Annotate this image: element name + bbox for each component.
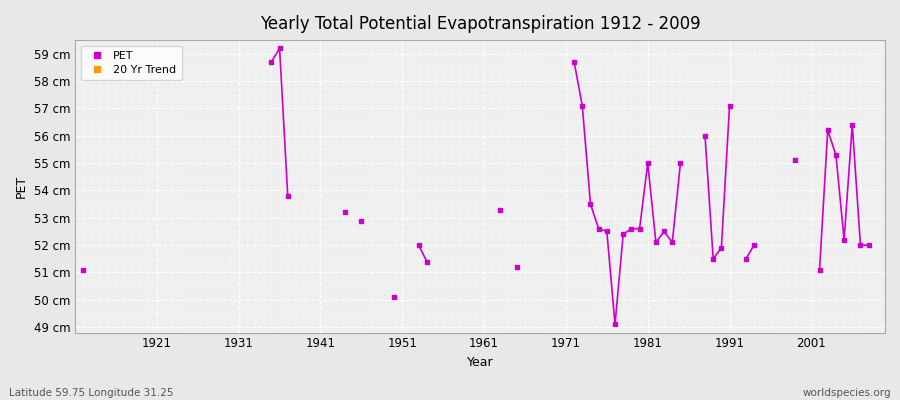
Text: worldspecies.org: worldspecies.org (803, 388, 891, 398)
X-axis label: Year: Year (467, 356, 493, 369)
Title: Yearly Total Potential Evapotranspiration 1912 - 2009: Yearly Total Potential Evapotranspiratio… (260, 15, 700, 33)
Y-axis label: PET: PET (15, 175, 28, 198)
Legend: PET, 20 Yr Trend: PET, 20 Yr Trend (81, 46, 182, 80)
Text: Latitude 59.75 Longitude 31.25: Latitude 59.75 Longitude 31.25 (9, 388, 174, 398)
